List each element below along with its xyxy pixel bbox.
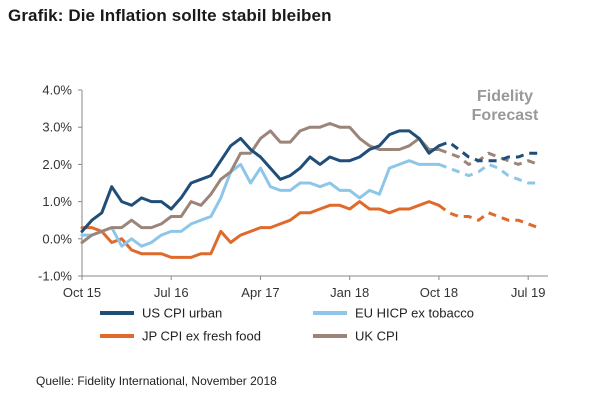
legend-label-jp-cpi-ex-fresh-food: JP CPI ex fresh food <box>142 329 261 344</box>
y-tick-label: 0.0% <box>42 231 72 246</box>
series-forecast-jp-cpi-ex-fresh-food <box>438 204 539 230</box>
source-note: Quelle: Fidelity International, November… <box>36 374 277 388</box>
series-line-uk-cpi <box>80 122 441 244</box>
x-tick-label: Apr 17 <box>241 285 279 300</box>
x-tick-label: Jul 16 <box>154 285 189 300</box>
x-tick-label: Jan 18 <box>330 285 369 300</box>
y-tick-label: 4.0% <box>42 83 72 98</box>
y-tick-label: 2.0% <box>42 157 72 172</box>
forecast-annotation: Fidelity Forecast <box>472 88 539 124</box>
x-tick-label: Jul 19 <box>511 285 546 300</box>
legend-label-eu-hicp-ex-tobacco: EU HICP ex tobacco <box>355 306 474 321</box>
y-tick-label: 3.0% <box>42 120 72 135</box>
y-tick-label: 1.0% <box>42 194 72 209</box>
forecast-label-line2: Forecast <box>472 107 539 124</box>
forecast-label-line1: Fidelity <box>477 88 533 105</box>
page-title: Grafik: Die Inflation sollte stabil blei… <box>8 6 332 25</box>
y-tick-label: -1.0% <box>38 269 72 284</box>
series-line-jp-cpi-ex-fresh-food <box>80 200 441 259</box>
chart-legend: US CPI urban EU HICP ex tobacco JP CPI ex … <box>100 306 474 344</box>
series-forecast-uk-cpi <box>438 148 539 166</box>
series-forecast-eu-hicp-ex-tobacco <box>438 162 539 185</box>
legend-label-uk-cpi: UK CPI <box>355 329 398 344</box>
series-forecast-us-cpi-urban <box>438 140 539 163</box>
chart-series-layer <box>80 122 539 259</box>
series-line-us-cpi-urban <box>80 129 441 233</box>
chart-axes: -1.0% 0.0% 1.0% 2.0% 3.0% 4.0% Oct 15 Jul 16 Apr… <box>38 83 548 300</box>
legend-label-us-cpi-urban: US CPI urban <box>142 306 222 321</box>
x-tick-label: Oct 18 <box>420 285 458 300</box>
series-line-eu-hicp-ex-tobacco <box>80 159 441 248</box>
x-tick-label: Oct 15 <box>63 285 101 300</box>
